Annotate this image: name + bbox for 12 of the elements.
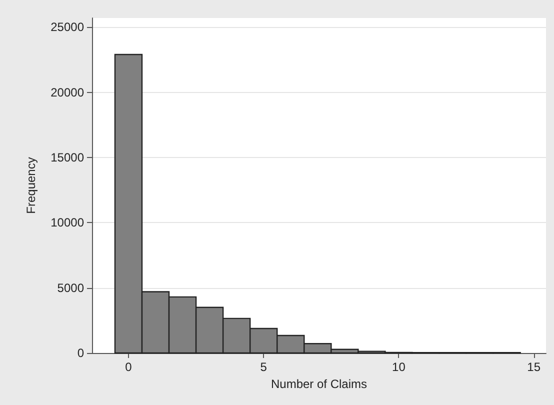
y-tick-label: 5000 <box>57 280 84 295</box>
x-tick-label: 0 <box>125 360 132 374</box>
y-tick-label: 20000 <box>50 85 84 100</box>
y-tick-label: 10000 <box>50 216 84 230</box>
y-tick-label: 15000 <box>50 150 84 164</box>
x-tick-label: 5 <box>260 360 268 374</box>
y-tick-label: 25000 <box>50 20 84 34</box>
y-tick-label: 0 <box>77 346 84 360</box>
x-axis-title: Number of Claims <box>270 376 368 391</box>
x-tick-label: 10 <box>392 360 406 374</box>
y-axis-title: Frequency <box>24 157 38 214</box>
x-tick-label: 15 <box>527 360 541 374</box>
